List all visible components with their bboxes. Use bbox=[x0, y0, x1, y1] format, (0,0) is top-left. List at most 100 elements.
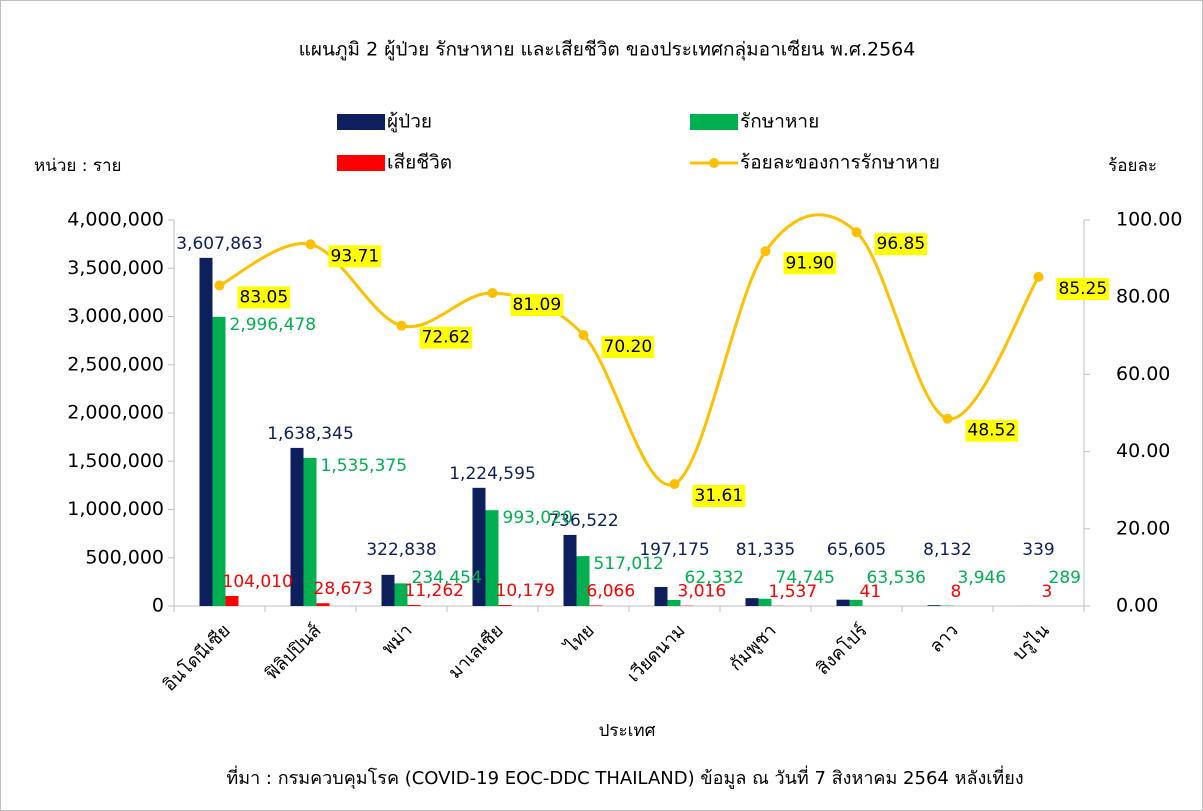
label-background bbox=[601, 336, 655, 359]
y-tick-label: 0 bbox=[152, 595, 164, 617]
y-tick-label: 1,500,000 bbox=[67, 450, 164, 472]
line-point bbox=[487, 287, 498, 298]
line-point bbox=[305, 239, 316, 250]
bar bbox=[758, 598, 772, 606]
y-tick-label: 4,000,000 bbox=[67, 209, 164, 231]
data-label: 72.62 bbox=[422, 328, 471, 348]
bar bbox=[394, 583, 408, 606]
data-label: 70.20 bbox=[604, 337, 653, 357]
y2-tick-label: 20.00 bbox=[1116, 517, 1170, 539]
line-point bbox=[1033, 271, 1044, 282]
y-tick-label: 3,000,000 bbox=[67, 305, 164, 327]
y2-axis-label: ร้อยละ bbox=[1108, 156, 1157, 176]
bar bbox=[498, 605, 512, 606]
legend-label: ผู้ป่วย bbox=[387, 111, 432, 133]
label-background bbox=[783, 252, 837, 275]
data-label: 74,745 bbox=[776, 568, 835, 588]
y-tick-label: 1,000,000 bbox=[67, 498, 164, 520]
data-label: 197,175 bbox=[639, 540, 709, 560]
bar bbox=[199, 257, 213, 606]
legend-swatch bbox=[337, 114, 385, 130]
label-background bbox=[419, 326, 473, 349]
y-tick-label: 500,000 bbox=[85, 546, 164, 568]
bar bbox=[745, 598, 759, 606]
data-label: 81.09 bbox=[513, 295, 562, 315]
data-label: 93.71 bbox=[331, 246, 380, 266]
data-label: 83.05 bbox=[240, 287, 289, 307]
label-background bbox=[874, 233, 928, 256]
bar bbox=[576, 556, 590, 606]
bar bbox=[212, 316, 226, 606]
data-label: 63,536 bbox=[867, 568, 926, 588]
line-point bbox=[942, 413, 953, 424]
line-point bbox=[396, 320, 407, 331]
label-background bbox=[692, 484, 746, 507]
data-label: 96.85 bbox=[877, 234, 926, 254]
data-label: 91.90 bbox=[786, 253, 835, 273]
bar bbox=[667, 599, 681, 606]
bar bbox=[316, 603, 330, 606]
y-axis-label: หน่วย : ราย bbox=[34, 156, 122, 176]
legend-swatch bbox=[690, 114, 738, 130]
y-tick-label: 2,000,000 bbox=[67, 402, 164, 424]
data-label: 8 bbox=[951, 582, 962, 602]
line-point bbox=[578, 330, 589, 341]
data-label: 289 bbox=[1049, 568, 1081, 588]
legend-swatch bbox=[337, 155, 385, 171]
data-label: 3 bbox=[1042, 582, 1053, 602]
data-label: 41 bbox=[860, 582, 882, 602]
label-background bbox=[965, 419, 1019, 442]
bar bbox=[589, 605, 603, 606]
legend-label: เสียชีวิต bbox=[387, 152, 452, 174]
bar bbox=[563, 534, 577, 606]
data-label: 1,537 bbox=[769, 582, 818, 602]
data-label: 1,224,595 bbox=[449, 464, 536, 484]
bar bbox=[472, 487, 486, 606]
label-background bbox=[1056, 277, 1110, 300]
line-point bbox=[760, 246, 771, 257]
bar bbox=[303, 457, 317, 606]
data-label: 11,262 bbox=[405, 581, 464, 601]
bar bbox=[849, 599, 863, 606]
data-label: 6,066 bbox=[587, 581, 636, 601]
legend-label: รักษาหาย bbox=[740, 111, 819, 133]
data-label: 104,010 bbox=[223, 572, 293, 592]
chart-title: แผนภูมิ 2 ผู้ป่วย รักษาหาย และเสียชีวิต … bbox=[299, 39, 916, 62]
y-tick-label: 2,500,000 bbox=[67, 353, 164, 375]
y2-tick-label: 80.00 bbox=[1116, 286, 1170, 308]
y-tick-label: 3,500,000 bbox=[67, 257, 164, 279]
legend-label: ร้อยละของการรักษาหาย bbox=[740, 152, 940, 174]
data-label: 3,016 bbox=[678, 582, 727, 602]
line-point bbox=[214, 280, 225, 291]
data-label: 234,454 bbox=[412, 568, 482, 588]
data-label: 65,605 bbox=[827, 540, 886, 560]
line-point bbox=[851, 227, 862, 238]
bar bbox=[836, 599, 850, 606]
data-label: 62,332 bbox=[685, 568, 744, 588]
y2-tick-label: 100.00 bbox=[1116, 209, 1182, 231]
bar bbox=[485, 510, 499, 606]
y2-tick-label: 60.00 bbox=[1116, 363, 1170, 385]
bar bbox=[225, 595, 239, 606]
data-label: 1,638,345 bbox=[267, 424, 354, 444]
legend-swatch bbox=[709, 158, 719, 168]
bar bbox=[927, 605, 941, 606]
data-label: 993,020 bbox=[503, 508, 573, 528]
bar bbox=[290, 447, 304, 606]
data-label: 517,012 bbox=[594, 554, 664, 574]
y2-tick-label: 0.00 bbox=[1116, 595, 1158, 617]
data-label: 2,996,478 bbox=[230, 315, 317, 335]
bar bbox=[654, 586, 668, 606]
source-note: ที่มา : กรมควบคุมโรค (COVID-19 EOC-DDC T… bbox=[226, 765, 1023, 789]
label-background bbox=[237, 286, 291, 309]
x-axis-label: ประเทศ bbox=[599, 721, 656, 741]
data-label: 736,522 bbox=[548, 511, 618, 531]
data-label: 31.61 bbox=[695, 486, 744, 506]
label-background bbox=[510, 293, 564, 316]
bar bbox=[407, 604, 421, 606]
data-label: 8,132 bbox=[923, 540, 972, 560]
data-label: 3,946 bbox=[958, 568, 1007, 588]
data-label: 339 bbox=[1022, 540, 1054, 560]
